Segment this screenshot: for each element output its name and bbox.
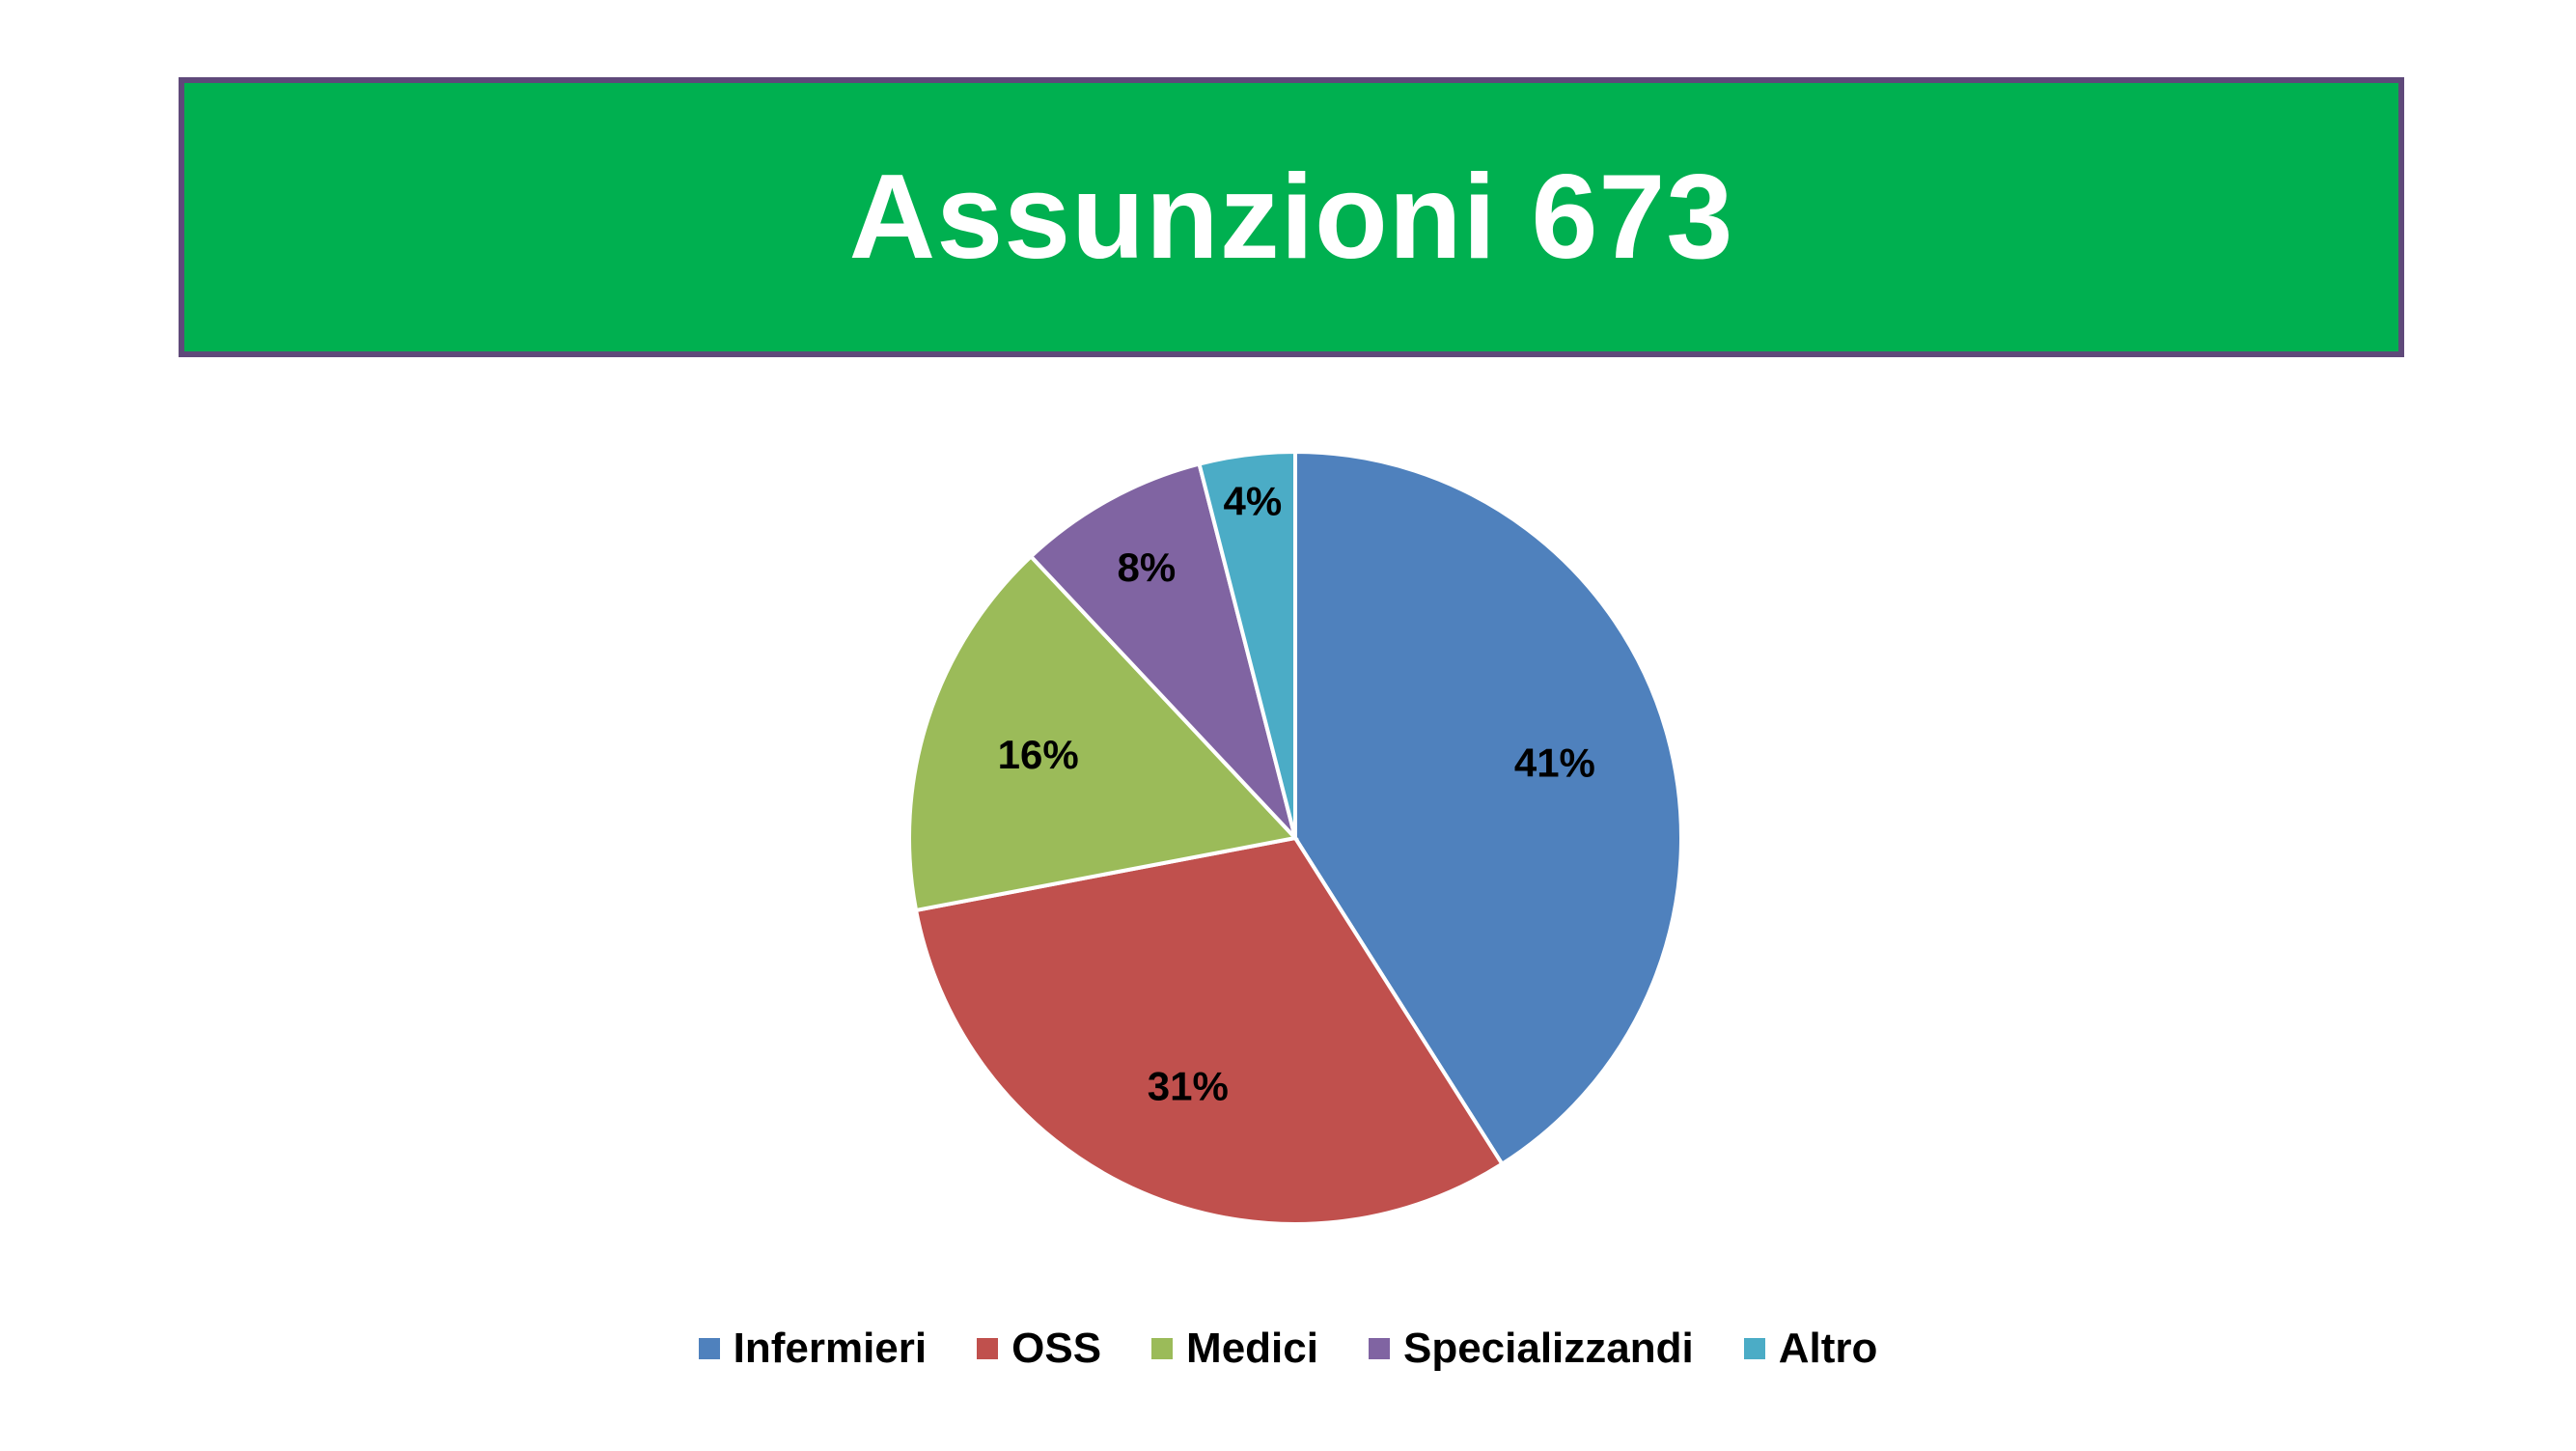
legend-swatch: [1151, 1338, 1174, 1359]
legend-label: Medici: [1186, 1325, 1318, 1372]
title-banner: Assunzioni 673: [179, 77, 2404, 357]
legend-label: OSS: [1011, 1325, 1102, 1372]
slice-label-medici: 16%: [998, 732, 1079, 777]
legend-item-oss: OSS: [977, 1325, 1101, 1373]
chart-legend: Infermieri OSS Medici Specializzandi Altro: [0, 1325, 2576, 1373]
pie-slice-medici: [907, 553, 1299, 913]
legend-swatch: [698, 1338, 720, 1359]
pie-slice-infermieri: [1293, 449, 1683, 1167]
pie-slice-oss: [913, 835, 1506, 1226]
pie-slice-altro: [1197, 449, 1297, 839]
legend-item-medici: Medici: [1151, 1325, 1318, 1373]
chart-title: Assunzioni 673: [848, 151, 1734, 284]
slice-label-oss: 31%: [1148, 1063, 1229, 1108]
slice-label-specializzandi: 8%: [1117, 544, 1176, 590]
legend-swatch: [977, 1338, 999, 1359]
legend-item-altro: Altro: [1743, 1325, 1878, 1373]
legend-swatch: [1743, 1338, 1765, 1359]
slice-label-altro: 4%: [1224, 478, 1283, 523]
legend-label: Infermieri: [733, 1325, 928, 1372]
legend-item-infermieri: Infermieri: [698, 1325, 928, 1373]
legend-label: Specializzandi: [1402, 1325, 1694, 1372]
pie-slice-specializzandi: [1028, 461, 1297, 840]
legend-item-specializzandi: Specializzandi: [1368, 1325, 1694, 1373]
slice-label-infermieri: 41%: [1514, 739, 1595, 785]
legend-swatch: [1368, 1338, 1390, 1359]
legend-label: Altro: [1778, 1325, 1878, 1372]
